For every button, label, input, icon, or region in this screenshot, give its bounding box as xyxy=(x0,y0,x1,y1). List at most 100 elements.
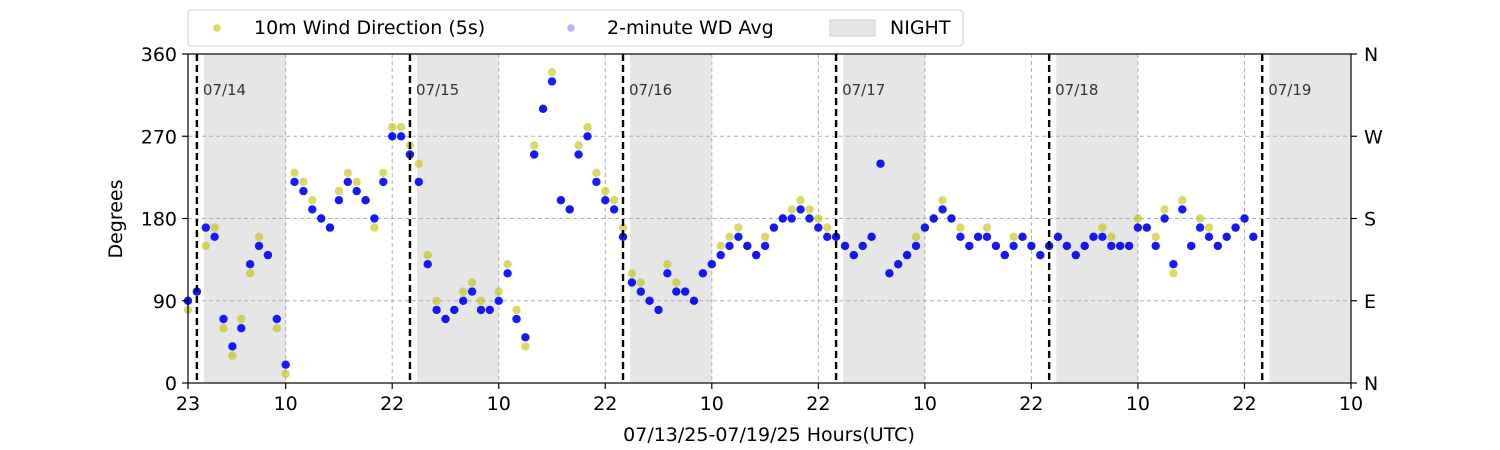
x-tick-label: 22 xyxy=(806,393,830,415)
data-point xyxy=(707,260,716,269)
data-point xyxy=(725,241,734,251)
data-point xyxy=(530,141,539,150)
data-point xyxy=(689,296,699,305)
x-tick-label: 22 xyxy=(1019,393,1043,415)
data-point xyxy=(1062,241,1072,251)
legend-yellow-marker xyxy=(213,24,221,32)
data-point xyxy=(911,232,921,241)
data-point xyxy=(956,223,965,232)
data-point xyxy=(929,214,938,223)
data-point xyxy=(459,296,468,305)
data-point xyxy=(1160,205,1169,214)
data-point xyxy=(601,196,610,205)
data-point xyxy=(698,269,708,278)
data-point xyxy=(1133,214,1143,223)
data-point xyxy=(654,305,663,315)
data-point xyxy=(494,296,503,305)
data-point xyxy=(556,196,566,205)
data-point xyxy=(636,278,645,287)
data-point xyxy=(228,351,237,360)
data-point xyxy=(228,342,237,351)
data-point xyxy=(760,241,770,251)
data-point xyxy=(1009,241,1018,251)
data-point xyxy=(911,241,921,251)
x-tick-label: 10 xyxy=(1339,393,1363,415)
data-point xyxy=(441,314,450,324)
data-point xyxy=(512,314,521,324)
data-point xyxy=(672,278,681,287)
data-point xyxy=(938,196,947,205)
data-point xyxy=(201,241,210,251)
data-point xyxy=(1151,232,1160,241)
data-point xyxy=(547,77,557,86)
data-point xyxy=(467,287,477,296)
data-point xyxy=(370,223,379,232)
data-point xyxy=(627,278,637,287)
legend-label-wind-direction: 10m Wind Direction (5s) xyxy=(254,17,485,39)
data-point xyxy=(956,232,965,241)
data-point xyxy=(885,269,894,278)
day-marker-label: 07/18 xyxy=(1055,81,1098,99)
y-tick-label: 270 xyxy=(141,126,177,148)
data-point xyxy=(530,150,539,159)
x-axis-title: 07/13/25-07/19/25 Hours(UTC) xyxy=(623,424,915,446)
data-point xyxy=(547,68,557,77)
data-point xyxy=(245,269,255,278)
data-point xyxy=(1240,214,1249,223)
data-point xyxy=(725,232,734,241)
data-point xyxy=(237,314,246,324)
data-point xyxy=(760,232,770,241)
data-point xyxy=(503,269,512,278)
data-point xyxy=(1178,196,1187,205)
y-tick-label: 0 xyxy=(165,373,177,395)
data-point xyxy=(325,223,335,232)
data-point xyxy=(210,232,219,241)
data-point xyxy=(245,260,255,269)
data-point xyxy=(308,205,317,214)
y-right-tick-label: N xyxy=(1364,373,1378,395)
data-point xyxy=(583,132,592,141)
x-tick-label: 22 xyxy=(1232,393,1256,415)
data-point xyxy=(308,196,317,205)
x-tick-label: 23 xyxy=(176,393,200,415)
data-point xyxy=(796,196,805,205)
data-point xyxy=(1222,232,1231,241)
data-point xyxy=(370,214,379,223)
data-point xyxy=(423,250,432,260)
data-point xyxy=(317,214,326,223)
data-point xyxy=(281,369,290,379)
day-marker-label: 07/16 xyxy=(629,81,672,99)
legend-frame xyxy=(187,9,964,47)
data-point xyxy=(476,296,486,305)
data-point xyxy=(272,314,281,324)
data-point xyxy=(565,205,574,214)
data-point xyxy=(716,250,725,260)
data-point xyxy=(627,269,637,278)
y-tick-label: 180 xyxy=(141,209,177,231)
day-marker-label: 07/17 xyxy=(842,81,885,99)
data-point xyxy=(1098,223,1107,232)
data-point xyxy=(334,196,344,205)
data-point xyxy=(281,360,290,369)
data-point xyxy=(1009,232,1018,241)
legend: 10m Wind Direction (5s) 2-minute WD Avg … xyxy=(187,9,964,47)
data-point xyxy=(237,324,246,333)
data-point xyxy=(343,168,352,177)
data-point xyxy=(361,196,370,205)
data-point xyxy=(299,177,308,187)
data-point xyxy=(1204,232,1214,241)
x-tick-label: 10 xyxy=(487,393,511,415)
data-point xyxy=(379,177,388,187)
data-point xyxy=(254,232,264,241)
data-point xyxy=(414,177,423,187)
data-point xyxy=(423,260,432,269)
x-tick-label: 22 xyxy=(593,393,617,415)
data-point xyxy=(1116,241,1125,251)
data-point xyxy=(1160,214,1169,223)
data-point xyxy=(991,241,1001,251)
y-axis-right: N E S W N xyxy=(1351,44,1383,395)
data-point xyxy=(1195,214,1205,223)
data-point xyxy=(681,287,690,296)
data-point xyxy=(494,287,503,296)
y-right-tick-label: S xyxy=(1364,209,1376,231)
